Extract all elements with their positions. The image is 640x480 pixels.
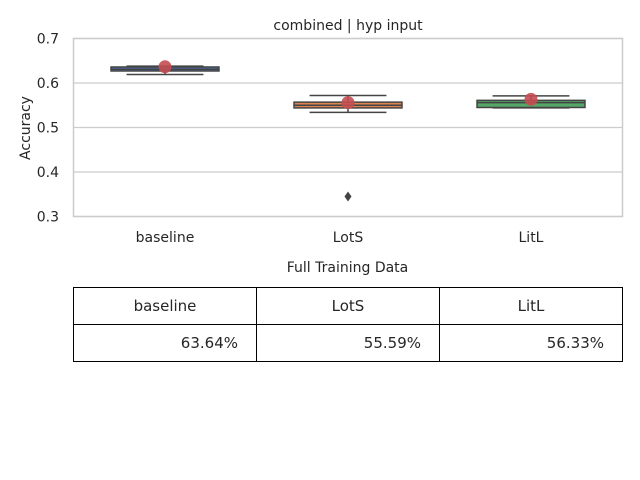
- mean-marker: [524, 92, 538, 106]
- table-value-cell: 63.64%: [73, 324, 257, 362]
- table-row: 63.64% 55.59% 56.33%: [73, 324, 623, 362]
- y-tick-label: 0.6: [37, 76, 59, 92]
- table-header-cell: baseline: [73, 287, 257, 325]
- x-tick-label: baseline: [136, 230, 195, 246]
- mean-marker: [341, 96, 355, 110]
- box-series: [110, 60, 586, 202]
- y-axis-label: Accuracy: [18, 96, 34, 160]
- chart-title: combined | hyp input: [273, 18, 423, 34]
- table-value-cell: 56.33%: [439, 324, 623, 362]
- y-tick-label: 0.3: [37, 210, 59, 226]
- plot-frame: [72, 37, 624, 218]
- results-table: baseline LotS LitL 63.64% 55.59% 56.33%: [73, 287, 623, 362]
- x-tick-label: LitL: [519, 230, 544, 246]
- table-value-cell: 55.59%: [256, 324, 440, 362]
- table-header-cell: LitL: [439, 287, 623, 325]
- y-tick-label: 0.7: [37, 32, 59, 48]
- table-header-cell: LotS: [256, 287, 440, 325]
- y-tick-labels: 0.3 0.4 0.5 0.6 0.7: [37, 32, 59, 226]
- box-plot: combined | hyp input Accuracy 0.30.40.50…: [18, 18, 624, 246]
- x-tick-label: LotS: [333, 230, 364, 246]
- y-tick-label: 0.5: [37, 121, 59, 137]
- grid-lines: [73, 37, 623, 218]
- x-tick-labels: baseline LotS LitL: [136, 230, 544, 246]
- mean-marker: [158, 60, 172, 74]
- table-caption: Full Training Data: [286, 260, 409, 276]
- y-tick-label: 0.4: [37, 165, 59, 181]
- outlier-point: [344, 191, 352, 202]
- table-header-row: baseline LotS LitL: [73, 287, 623, 325]
